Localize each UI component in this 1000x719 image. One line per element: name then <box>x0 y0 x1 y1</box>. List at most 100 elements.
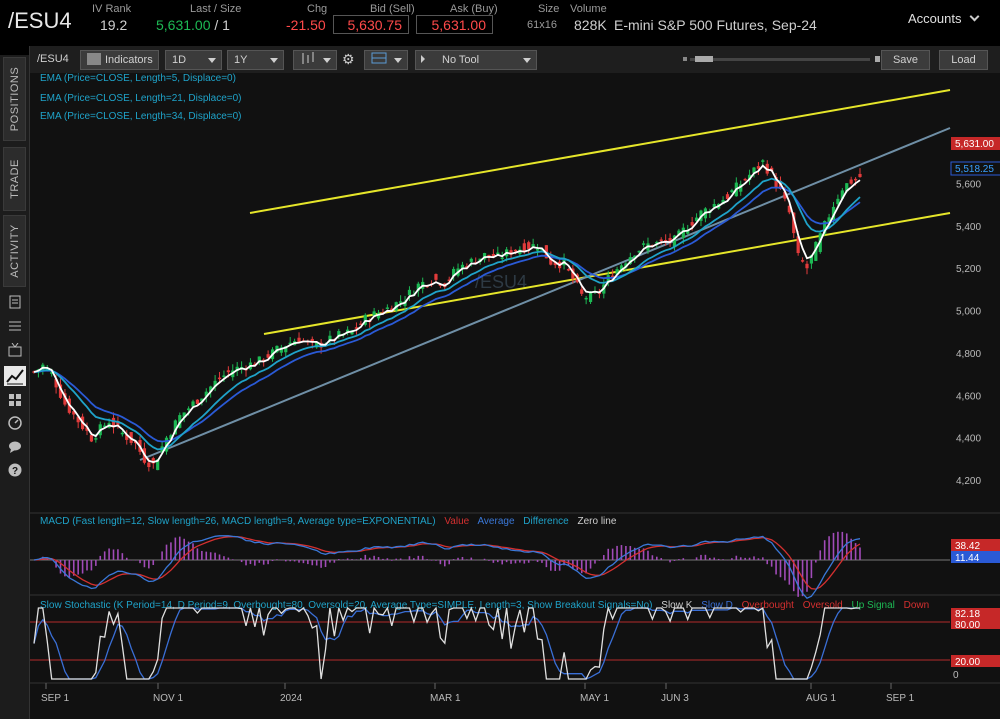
candle-body <box>641 243 646 245</box>
candle-body <box>363 314 367 325</box>
candle-body <box>566 269 571 271</box>
long-trendline <box>139 127 951 461</box>
drawing-tool-select[interactable]: No Tool <box>415 50 537 70</box>
candle-body <box>849 179 853 184</box>
candle-body <box>827 217 831 225</box>
candle-body <box>853 178 858 181</box>
price-tick-label: 5,200 <box>956 264 981 275</box>
candle-body <box>774 177 778 188</box>
candle-body <box>200 398 204 402</box>
help-icon[interactable]: ? <box>8 463 22 477</box>
candle-body <box>385 307 389 309</box>
grid-icon[interactable] <box>8 393 22 407</box>
range-select[interactable]: 1Y <box>227 50 284 70</box>
candle-body <box>460 264 465 269</box>
macd-panel <box>30 514 950 594</box>
stoch-badge-2-text: 80.00 <box>955 620 980 631</box>
candle-body <box>513 249 518 252</box>
candle-body <box>580 289 584 294</box>
candle-body <box>85 427 89 431</box>
change-label: Chg <box>307 3 328 15</box>
candle-body <box>76 416 80 423</box>
symbol-title[interactable]: /ESU4 <box>8 8 72 33</box>
tab-trade[interactable]: TRADE <box>3 147 26 211</box>
stoch-badge-1-text: 82.18 <box>955 609 980 620</box>
chart-symbol[interactable]: /ESU4 <box>37 53 69 65</box>
price-chart[interactable]: /ESU4 EMA (Price=CLOSE, Length=5, Displa… <box>30 73 1000 719</box>
macd-value-line <box>33 535 861 599</box>
iv-rank-value: 19.2 <box>100 17 128 33</box>
tab-activity[interactable]: ACTIVITY <box>3 215 26 287</box>
candle-body <box>730 190 734 193</box>
macd-legend: MACD (Fast length=12, Slow length=26, MA… <box>40 516 617 527</box>
price-tick-label: 5,000 <box>956 307 981 318</box>
list-icon[interactable] <box>8 319 22 333</box>
candle-body <box>840 190 844 199</box>
candle-body <box>553 262 557 266</box>
stoch-axis-zero: 0 <box>953 670 959 681</box>
candle-body <box>615 269 619 275</box>
candle-body <box>535 248 540 251</box>
gauge-icon[interactable] <box>8 416 22 430</box>
chat-icon[interactable] <box>8 440 22 454</box>
volume-label: Volume <box>570 3 607 15</box>
candle-body <box>58 384 63 398</box>
stoch-badge-2 <box>951 619 1000 629</box>
size-value: 61x16 <box>527 19 557 31</box>
document-icon[interactable] <box>8 295 22 309</box>
tv-icon[interactable] <box>8 342 22 357</box>
candle-body <box>169 435 173 440</box>
price-tick-label: 5,600 <box>956 179 981 190</box>
drawing-set-select[interactable] <box>364 50 408 70</box>
candle-body <box>275 345 279 353</box>
candle-body <box>447 279 451 282</box>
zoom-slider[interactable] <box>683 56 880 62</box>
bid-button[interactable]: 5,630.75 <box>333 15 409 34</box>
candle-body <box>496 252 500 255</box>
candle-body <box>712 203 716 208</box>
macd-badge-1 <box>951 539 1000 551</box>
ema34-legend: EMA (Price=CLOSE, Length=34, Displace=0) <box>40 111 242 122</box>
candle-body <box>756 166 761 169</box>
tab-positions[interactable]: POSITIONS <box>3 57 26 141</box>
save-button[interactable]: Save <box>881 50 930 70</box>
candle-body <box>217 377 222 380</box>
candle-body <box>588 293 593 303</box>
candle-body <box>452 268 456 277</box>
candle-body <box>761 160 765 162</box>
candle-body <box>416 283 420 291</box>
price-tick-label: 4,600 <box>956 391 981 402</box>
interval-select[interactable]: 1D <box>165 50 222 70</box>
stochastic-k-line <box>33 605 860 680</box>
chart-style-select[interactable] <box>293 50 337 70</box>
time-tick-label: AUG 1 <box>806 693 836 704</box>
candle-body <box>116 421 120 425</box>
price-tick-label: 4,200 <box>956 476 981 487</box>
macd-badge-2-text: 11.44 <box>955 553 980 564</box>
candle-body <box>814 241 818 261</box>
candle-body <box>235 366 239 371</box>
candle-body <box>792 212 796 234</box>
candle-body <box>694 217 699 222</box>
candle-body <box>823 220 827 234</box>
candle-body <box>633 255 637 259</box>
accounts-menu[interactable]: Accounts <box>908 11 980 26</box>
watermark: /ESU4 <box>475 272 527 292</box>
candle-body <box>111 417 116 428</box>
candle-body <box>32 371 36 373</box>
time-tick-label: SEP 1 <box>886 693 915 704</box>
gear-icon[interactable]: ⚙ <box>342 51 355 67</box>
indicators-button[interactable]: Indicators <box>80 50 159 70</box>
load-button[interactable]: Load <box>939 50 988 70</box>
chart-icon[interactable] <box>4 366 26 386</box>
macd-badge-1-text: 38.42 <box>955 541 980 552</box>
chart-area[interactable]: /ESU4 Indicators 1D 1Y ⚙ No Tool Save Lo… <box>29 46 1000 719</box>
candle-body <box>186 408 191 410</box>
time-axis: SEP 1 NOV 1 2024 MAR 1 MAY 1 JUN 3 AUG 1 SEP 1 <box>41 683 915 704</box>
candle-body <box>315 341 319 348</box>
ask-button[interactable]: 5,631.00 <box>416 15 493 34</box>
ema21-legend: EMA (Price=CLOSE, Length=21, Displace=0) <box>40 93 242 104</box>
chart-toolbar: /ESU4 Indicators 1D 1Y ⚙ No Tool Save Lo… <box>30 46 1000 73</box>
zoom-slider-handle[interactable] <box>695 56 713 62</box>
candle-body <box>328 335 332 342</box>
